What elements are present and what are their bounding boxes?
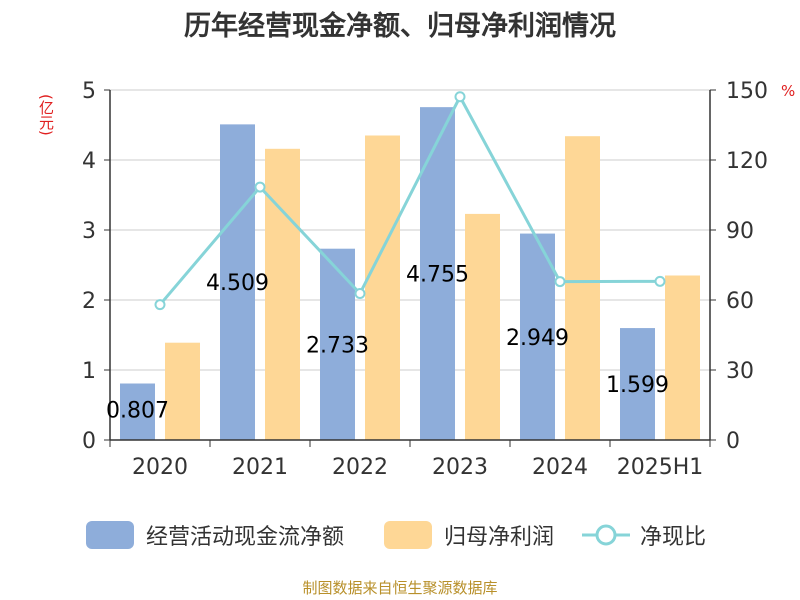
data-label-cash-flow: 4.509 [206,271,269,296]
y-tick-label: 3 [82,219,96,244]
bar-net-profit [265,148,300,441]
y-tick-label: 5 [82,79,96,104]
data-label-cash-flow: 4.755 [406,263,469,288]
ratio-point [654,275,666,287]
ratio-line [158,93,661,306]
y-right-tick-label: 60 [726,289,754,314]
bar-net-profit [465,213,500,440]
y-axis-right-unit: % [781,82,796,100]
source-note: 制图数据来自恒生聚源数据库 [302,579,498,597]
bar-cash-flow [120,383,155,440]
y-tick-label: 0 [82,429,96,454]
x-tick-label: 2022 [332,455,388,480]
data-label-cash-flow: 2.949 [506,326,569,351]
bar-net-profit [165,342,200,440]
y-tick-label: 1 [82,359,96,384]
bar-cash-flow [520,233,555,440]
ratio-point [254,181,266,193]
y-right-tick-label: 90 [726,219,754,244]
x-tick-label: 2024 [532,455,588,480]
bar-cash-flow [620,328,655,440]
legend-label-net-profit: 归母净利润 [444,525,555,550]
y-right-tick-label: 0 [726,429,740,454]
bar-net-profit [365,135,400,440]
legend-item-net-profit[interactable]: 归母净利润 [384,518,554,552]
y-right-tick-label: 30 [726,359,754,384]
y-axis-left-unit: (亿元) [37,94,55,136]
legend-swatch-cash-flow [86,521,134,549]
x-tick-label: 2020 [132,455,188,480]
y-right-tick-label: 150 [726,79,768,104]
y-tick-label: 4 [82,149,96,174]
legend: 经营活动现金流净额 归母净利润 净现比 [0,518,800,552]
y-right-tick-label: 120 [726,149,768,174]
legend-label-cash-flow: 经营活动现金流净额 [146,525,345,550]
ratio-point [454,91,466,103]
x-tick-label: 2021 [232,455,288,480]
legend-item-cash-flow[interactable]: 经营活动现金流净额 [86,518,344,552]
legend-swatch-net-profit [384,521,432,549]
legend-label-ratio: 净现比 [640,525,707,550]
ratio-point [354,287,366,299]
legend-item-ratio[interactable]: 净现比 [582,518,706,552]
data-label-cash-flow: 0.807 [106,399,169,424]
y-tick-label: 2 [82,289,96,314]
data-label-cash-flow: 1.599 [606,373,669,398]
ratio-point [154,299,166,311]
chart-title: 历年经营现金净额、归母净利润情况 [184,11,616,42]
legend-swatch-ratio [582,524,630,546]
x-tick-label: 2023 [432,455,488,480]
bar-net-profit [665,275,700,440]
bar-cash-flow [220,124,255,441]
x-tick-label: 2025H1 [617,455,704,480]
data-label-cash-flow: 2.733 [306,333,369,358]
ratio-point [554,276,566,288]
bar-net-profit [565,136,600,440]
